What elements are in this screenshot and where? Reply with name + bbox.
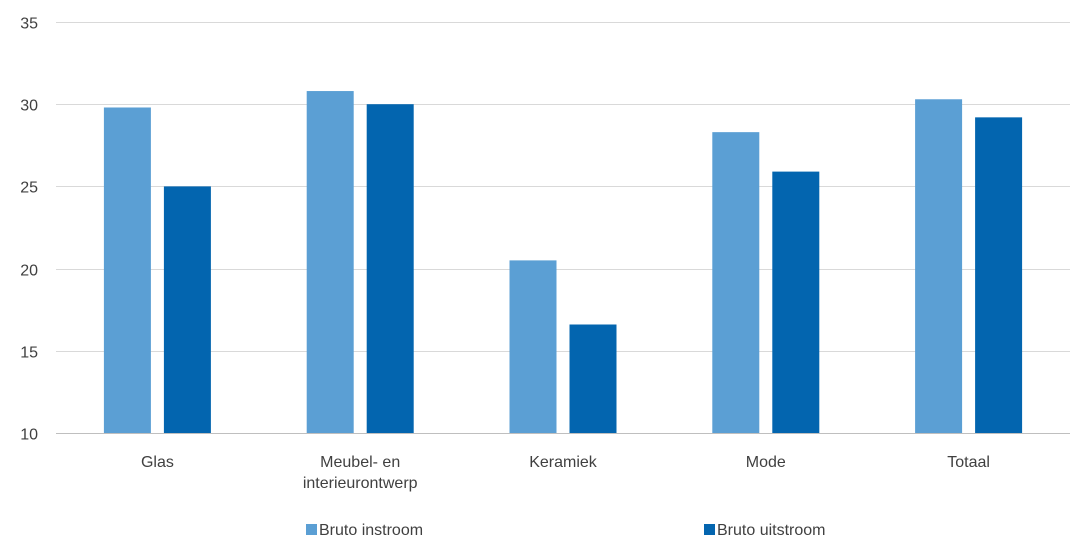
legend-swatch [306,524,317,535]
bar-instroom [103,107,151,433]
bar-instroom [915,99,963,433]
bar-uitstroom [772,171,820,433]
x-category-label: Mode [746,454,786,471]
y-axis-ticks: 10 15 20 25 30 35 [20,16,38,444]
legend-label: Bruto instroom [319,522,423,539]
x-category-label: Totaal [947,454,990,471]
y-tick-label: 15 [20,345,38,362]
bar-instroom [306,91,354,433]
bar-instroom [712,132,760,433]
y-tick-label: 10 [20,427,38,444]
bar-uitstroom [975,117,1023,434]
x-category-label: Keramiek [529,454,598,471]
bar-uitstroom [366,104,414,433]
legend-swatch [704,524,715,535]
y-tick-label: 25 [20,180,38,197]
legend-label: Bruto uitstroom [717,522,825,539]
x-category-label: Meubel- en [320,454,400,471]
legend: Bruto instroom Bruto uitstroom [306,522,825,539]
bar-uitstroom [163,186,211,433]
y-tick-label: 20 [20,263,38,280]
x-category-label: Glas [141,454,174,471]
y-tick-label: 35 [20,16,38,33]
y-tick-label: 30 [20,98,38,115]
gridlines [56,22,1070,434]
bar-instroom [509,260,557,433]
x-category-label: interieurontwerp [303,475,418,492]
bars [103,91,1023,434]
x-axis-category-labels: Glas Meubel- en interieurontwerp Keramiek Mo… [141,454,990,492]
bar-uitstroom [569,324,617,433]
